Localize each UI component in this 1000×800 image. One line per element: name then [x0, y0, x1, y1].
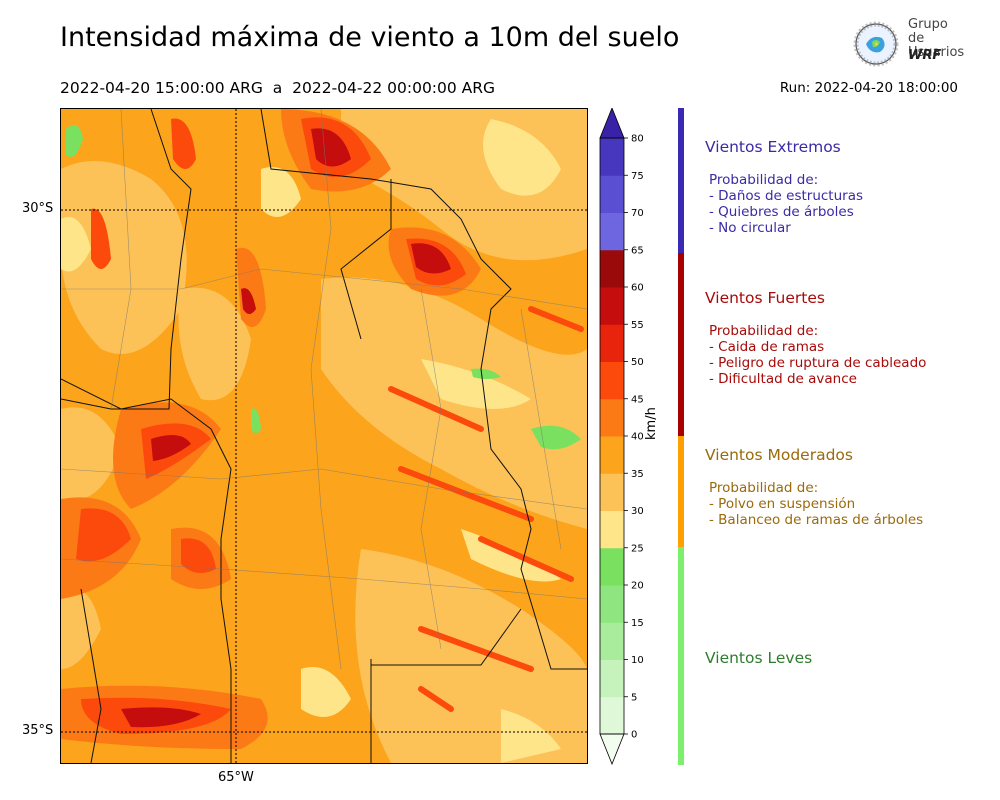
fuertes-bar [678, 253, 684, 436]
category-line: Probabilidad de: [709, 172, 819, 188]
category-title: Vientos Leves [705, 649, 813, 667]
category-line: - Peligro de ruptura de cableado [709, 355, 927, 371]
category-leves: Vientos Leves [705, 649, 812, 667]
category-moderados: Vientos Moderados Probabilidad de: - Pol… [705, 446, 923, 528]
colorbar-band [600, 361, 624, 400]
category-line: Probabilidad de: [709, 480, 819, 496]
colorbar-tick-label: 50 [631, 357, 644, 368]
colorbar-tick-label: 65 [631, 245, 644, 256]
lat-label-30s: 30°S [22, 201, 54, 216]
colorbar-tick-label: 25 [631, 543, 644, 554]
colorbar-band [600, 249, 624, 288]
logo-line-2: Usuarios [908, 45, 965, 60]
colorbar-tick-label: 75 [631, 171, 644, 182]
colorbar-band [600, 287, 624, 325]
category-fuertes: Vientos Fuertes Probabilidad de: - Caida… [705, 289, 926, 387]
graticule [61, 109, 587, 763]
province-borders [61, 109, 587, 763]
colorbar-unit-label: km/h [644, 407, 659, 440]
colorbar-band [600, 696, 624, 735]
colorbar-tick-label: 5 [631, 692, 637, 703]
wind-55-60-zones [121, 128, 451, 728]
category-line: - Balanceo de ramas de árboles [709, 512, 924, 528]
leves-bar [678, 547, 684, 765]
chart-title: Intensidad máxima de viento a 10m del su… [60, 22, 680, 53]
colorbar-band [600, 398, 624, 437]
wind-map [60, 108, 588, 764]
lat-label-35s: 35°S [22, 723, 54, 738]
colorbar-max-extension [599, 108, 625, 139]
logo-line-1: Grupo de [908, 17, 948, 46]
forecast-period: 2022-04-20 15:00:00 ARG a 2022-04-22 00:… [60, 79, 496, 97]
lon-label-65w: 65°W [218, 770, 254, 785]
colorbar-band [600, 324, 624, 362]
category-line: - Polvo en suspensión [709, 496, 856, 512]
category-line: - Daños de estructuras [709, 188, 864, 204]
category-line: - Quiebres de árboles [709, 204, 854, 220]
colorbar-tick-label: 40 [631, 432, 644, 443]
wind-30-35-zones [61, 109, 587, 763]
colorbar-tick-label: 20 [631, 581, 644, 592]
colorbar-band [600, 622, 624, 660]
colorbar-band [600, 510, 624, 549]
category-line: - Dificultad de avance [709, 371, 857, 387]
colorbar-tick-label: 0 [631, 730, 637, 741]
colorbar-band [600, 138, 624, 176]
extremos-bar [678, 108, 684, 253]
colorbar-tick-label: 80 [631, 134, 644, 145]
category-title: Vientos Moderados [705, 446, 853, 464]
globe-logo-icon [853, 21, 899, 67]
colorbar-band [600, 175, 624, 213]
colorbar-tick-label: 15 [631, 618, 644, 629]
colorbar-band [600, 473, 624, 511]
wind-streaks [388, 306, 584, 712]
run-time: Run: 2022-04-20 18:00:00 [779, 80, 958, 96]
category-line: - No circular [709, 220, 791, 236]
colorbar-min-extension [599, 733, 625, 766]
category-title: Vientos Extremos [705, 138, 841, 156]
colorbar-tick-label: 60 [631, 283, 644, 294]
colorbar-tick-label: 10 [631, 655, 644, 666]
colorbar-tick-label: 70 [631, 208, 644, 219]
logo-line-3: WRF [908, 48, 942, 63]
category-line: - Caida de ramas [709, 339, 825, 355]
colorbar-tick-label: 30 [631, 506, 644, 517]
colorbar-band [600, 212, 624, 251]
colorbar-band [600, 585, 624, 623]
category-title: Vientos Fuertes [705, 289, 825, 307]
colorbar-tick-label: 55 [631, 320, 644, 331]
colorbar-band [600, 659, 624, 698]
moderados-bar [678, 436, 684, 547]
colorbar-band [600, 547, 624, 586]
category-extremos: Vientos Extremos Probabilidad de: - Daño… [705, 138, 863, 236]
category-line: Probabilidad de: [709, 323, 819, 339]
colorbar-band [600, 436, 624, 474]
colorbar-tick-label: 45 [631, 394, 644, 405]
colorbar-tick-label: 35 [631, 469, 644, 480]
department-lines [61, 109, 587, 670]
group-logo: Grupo de Usuarios WRF [848, 16, 968, 74]
wind-colorbar: 0 5 10 15 20 25 30 35 40 45 50 55 60 65 70 75 80 [599, 108, 644, 766]
